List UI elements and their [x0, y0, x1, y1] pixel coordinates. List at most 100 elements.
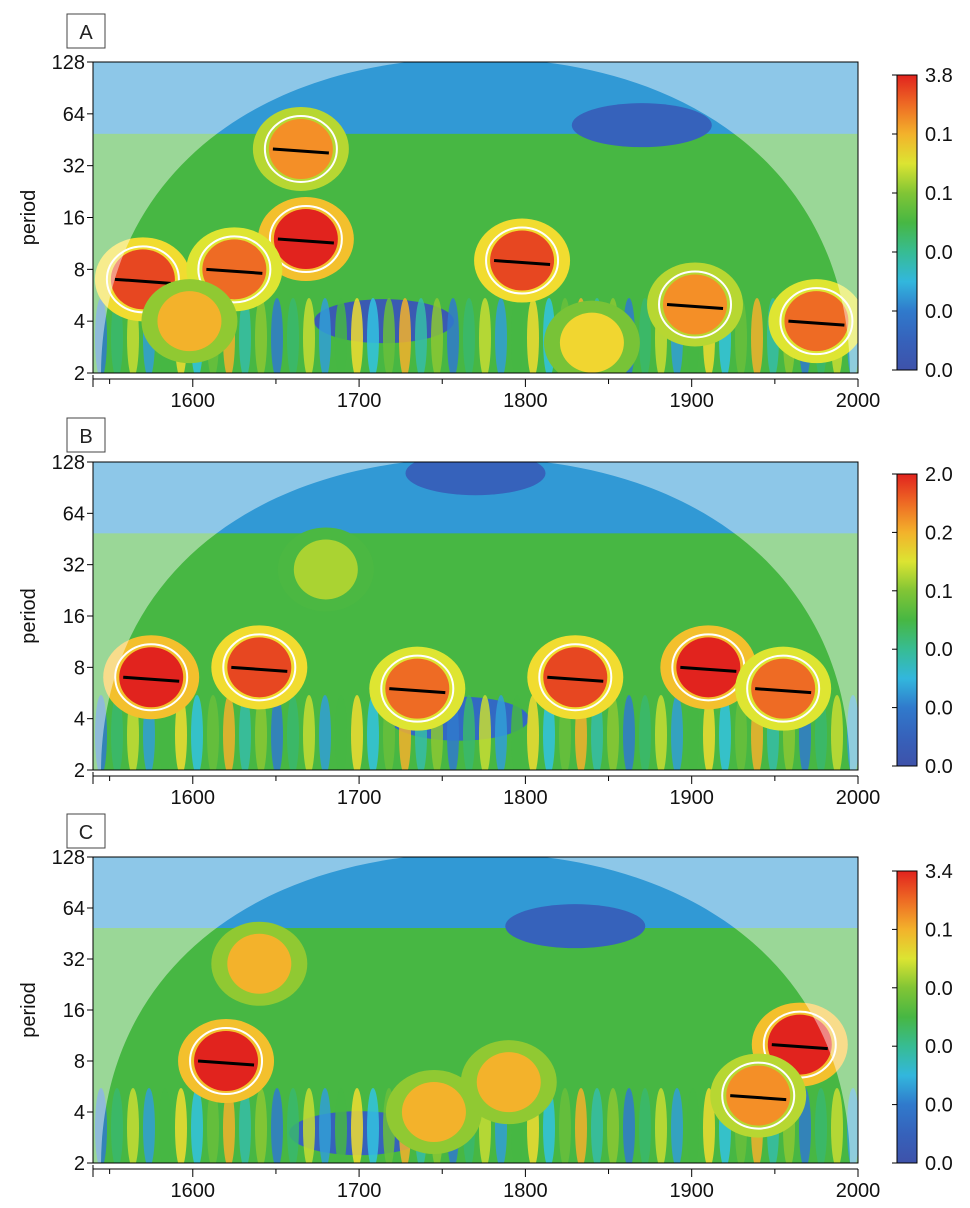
power-stripe: [175, 695, 187, 770]
power-hotspot: [490, 230, 555, 291]
x-tick-label: 1800: [503, 787, 548, 809]
power-stripe: [287, 1088, 299, 1163]
x-tick-label: 1900: [669, 1180, 714, 1202]
power-stripe: [415, 298, 427, 373]
x-tick-label: 1600: [171, 390, 216, 412]
power-trough: [405, 462, 546, 496]
power-stripe: [495, 298, 507, 373]
y-tick-label: 4: [74, 311, 85, 333]
panel-c: C 128 64 32 16 8 4 2 period 1600 1700 1800 1900 2000 3…: [18, 813, 953, 1202]
ridge-line: [771, 1043, 828, 1051]
power-hotspot: [559, 312, 624, 373]
power-stripe: [159, 1088, 171, 1163]
colorbar-tick-label: 0.2: [925, 522, 953, 544]
power-stripe: [127, 1088, 139, 1163]
power-stripe: [831, 1088, 843, 1163]
power-stripe: [575, 1088, 587, 1163]
ridge-line: [272, 147, 329, 155]
ridge-line: [493, 259, 551, 267]
y-tick-label: 16: [63, 1000, 85, 1022]
power-hotspot: [676, 637, 741, 698]
x-tick-label: 1700: [337, 787, 382, 809]
ridge-line: [231, 665, 288, 673]
power-stripe: [687, 1088, 699, 1163]
power-stripe: [191, 695, 203, 770]
ridge-line: [755, 687, 812, 695]
y-tick-label: 2: [74, 363, 85, 385]
power-hotspot: [227, 637, 292, 698]
power-stripe: [527, 298, 539, 373]
power-stripe: [607, 695, 619, 770]
power-stripe: [223, 1088, 235, 1163]
x-tick-label: 2000: [836, 787, 881, 809]
colorbar-tick-label: 0.0: [925, 1095, 953, 1117]
y-tick-label: 128: [52, 847, 85, 869]
power-stripe: [623, 695, 635, 770]
x-tick-label: 1700: [337, 390, 382, 412]
power-hotspot: [751, 658, 816, 719]
power-stripe: [463, 298, 475, 373]
y-tick-label: 8: [74, 1051, 85, 1073]
x-tick-label: 1900: [669, 787, 714, 809]
power-stripe: [287, 298, 299, 373]
ridge-line: [114, 277, 171, 285]
significance-contour: [197, 235, 272, 304]
power-stripe: [703, 695, 715, 770]
power-trough: [571, 103, 712, 148]
colorbar-tick-label: 0.1: [925, 183, 953, 205]
power-field: [93, 62, 858, 373]
power-stripe: [367, 695, 379, 770]
colorbar-tick-label: 3.8: [925, 65, 953, 87]
colorbar-tick-label: 0.1: [925, 581, 953, 603]
power-stripe: [319, 695, 331, 770]
power-stripe: [527, 695, 539, 770]
power-stripe: [111, 1088, 123, 1163]
y-tick-label: 2: [74, 760, 85, 782]
x-tick-label: 2000: [836, 1180, 881, 1202]
power-stripe: [639, 1088, 651, 1163]
power-hotspot: [268, 118, 333, 179]
y-axis-label: period: [18, 588, 40, 644]
power-stripe: [239, 1088, 251, 1163]
power-hotspot: [726, 1065, 791, 1126]
significance-contour: [114, 643, 189, 712]
x-tick-label: 1800: [503, 1180, 548, 1202]
power-stripe: [95, 298, 107, 373]
y-tick-label: 8: [74, 657, 85, 679]
power-stripe: [367, 298, 379, 373]
x-tick-label: 1600: [171, 1180, 216, 1202]
y-tick-label: 2: [74, 1153, 85, 1175]
power-stripe: [271, 298, 283, 373]
power-stripe: [671, 695, 683, 770]
power-stripe: [639, 695, 651, 770]
ridge-line: [206, 267, 263, 275]
power-stripe: [111, 695, 123, 770]
colorbar-tick-label: 0.0: [925, 978, 953, 1000]
colorbar-tick-label: 0.1: [925, 919, 953, 941]
power-stripe: [319, 298, 331, 373]
power-stripe: [463, 695, 475, 770]
power-stripe: [175, 1088, 187, 1163]
panel-b: B 128 64 32 16 8 4 2 period 1600 1700 1800 1900 2000 2…: [18, 417, 953, 809]
colorbar-tick-label: 0.0: [925, 639, 953, 661]
panel-label: C: [79, 822, 93, 844]
cone-of-influence: [93, 857, 858, 1163]
ridge-line: [123, 675, 180, 683]
power-stripe: [95, 1088, 107, 1163]
power-hotspot: [273, 209, 338, 270]
power-hotspot: [543, 647, 608, 708]
power-stripe: [479, 298, 491, 373]
colorbar: [896, 870, 918, 1164]
significance-contour: [658, 270, 733, 339]
ridge-line: [547, 675, 604, 683]
y-tick-label: 64: [63, 104, 85, 126]
colorbar: [896, 74, 918, 371]
power-stripe: [399, 298, 411, 373]
significance-contour: [779, 287, 854, 356]
power-stripe: [447, 298, 459, 373]
ridge-line: [389, 687, 446, 695]
power-hotspot: [401, 1082, 466, 1142]
power-stripe: [655, 695, 667, 770]
